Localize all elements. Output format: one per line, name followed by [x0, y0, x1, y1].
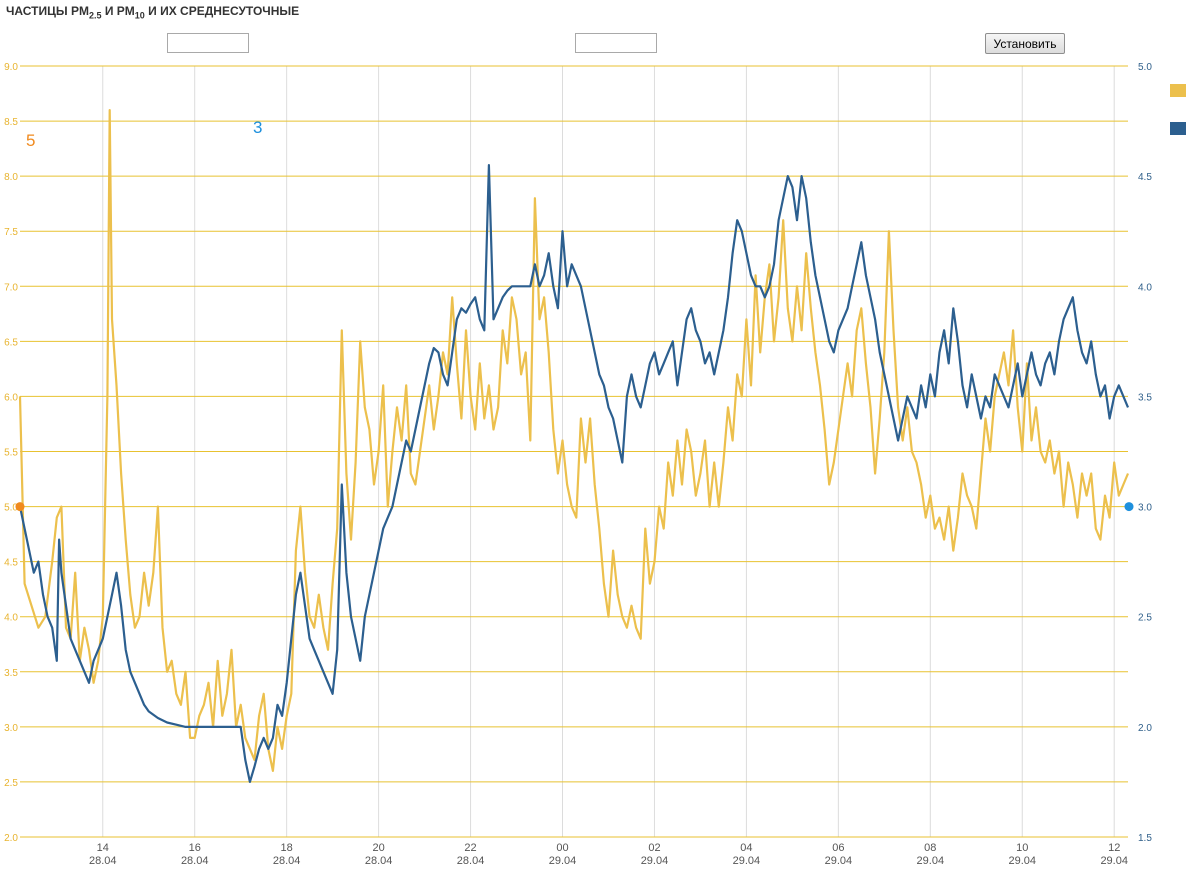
y-left-tick-label: 6.5	[4, 337, 18, 348]
x-tick-date: 29.04	[917, 855, 945, 867]
y-left-tick-label: 7.0	[4, 282, 18, 293]
x-tick-date: 28.04	[181, 855, 209, 867]
x-tick-date: 29.04	[825, 855, 853, 867]
x-tick-hour: 16	[189, 842, 201, 854]
x-tick-date: 29.04	[733, 855, 761, 867]
y-left-tick-label: 8.0	[4, 172, 18, 183]
x-tick-hour: 20	[372, 842, 384, 854]
x-tick-hour: 12	[1108, 842, 1120, 854]
series-pm25-line	[18, 109, 1130, 772]
y-right-tick-label: 2.5	[1138, 613, 1152, 624]
series-pm10-line	[18, 164, 1130, 783]
x-tick-hour: 08	[924, 842, 936, 854]
x-tick-hour: 02	[648, 842, 660, 854]
y-left-tick-label: 8.5	[4, 117, 18, 128]
y-right-tick-label: 2.0	[1138, 723, 1152, 734]
y-left-tick-label: 5.5	[4, 448, 18, 459]
date-from-input[interactable]	[167, 33, 249, 53]
x-tick-hour: 22	[464, 842, 476, 854]
y-left-tick-label: 6.0	[4, 392, 18, 403]
x-tick-date: 28.04	[365, 855, 393, 867]
date-to-input[interactable]	[575, 33, 657, 53]
x-tick-hour: 14	[97, 842, 109, 854]
y-left-tick-label: 7.5	[4, 227, 18, 238]
right-cursor-marker	[1124, 502, 1134, 512]
page-title: ЧАСТИЦЫ PM2.5 И PM10 И ИХ СРЕДНЕСУТОЧНЫЕ	[6, 4, 300, 21]
y-left-tick-label: 2.0	[4, 833, 18, 844]
x-tick-date: 29.04	[1100, 855, 1128, 867]
y-left-tick-label: 2.5	[4, 778, 18, 789]
y-left-tick-label: 4.5	[4, 558, 18, 569]
y-left-tick-label: 3.5	[4, 668, 18, 679]
x-tick-date: 28.04	[273, 855, 301, 867]
legend-swatch-pm10	[1170, 122, 1186, 135]
y-right-tick-label: 4.0	[1138, 282, 1152, 293]
x-tick-date: 29.04	[641, 855, 669, 867]
x-tick-date: 28.04	[457, 855, 485, 867]
right-cursor-value: 3	[253, 118, 262, 137]
y-right-tick-label: 4.5	[1138, 172, 1152, 183]
x-tick-hour: 10	[1016, 842, 1028, 854]
left-cursor-value: 5	[26, 131, 35, 150]
y-left-tick-label: 9.0	[4, 62, 18, 73]
y-right-tick-label: 5.0	[1138, 62, 1152, 73]
x-tick-date: 28.04	[89, 855, 117, 867]
left-cursor-marker	[15, 502, 25, 512]
legend-swatch-pm25	[1170, 84, 1186, 97]
x-tick-hour: 04	[740, 842, 752, 854]
y-left-tick-label: 5.0	[4, 503, 18, 514]
y-right-tick-label: 3.5	[1138, 392, 1152, 403]
y-left-tick-label: 4.0	[4, 613, 18, 624]
x-tick-hour: 06	[832, 842, 844, 854]
x-tick-date: 29.04	[549, 855, 577, 867]
set-button[interactable]: Установить	[985, 33, 1065, 54]
x-tick-hour: 00	[556, 842, 568, 854]
x-tick-date: 29.04	[1008, 855, 1036, 867]
y-right-tick-label: 3.0	[1138, 503, 1152, 514]
y-left-tick-label: 3.0	[4, 723, 18, 734]
x-tick-hour: 18	[281, 842, 293, 854]
y-right-tick-label: 1.5	[1138, 833, 1152, 844]
